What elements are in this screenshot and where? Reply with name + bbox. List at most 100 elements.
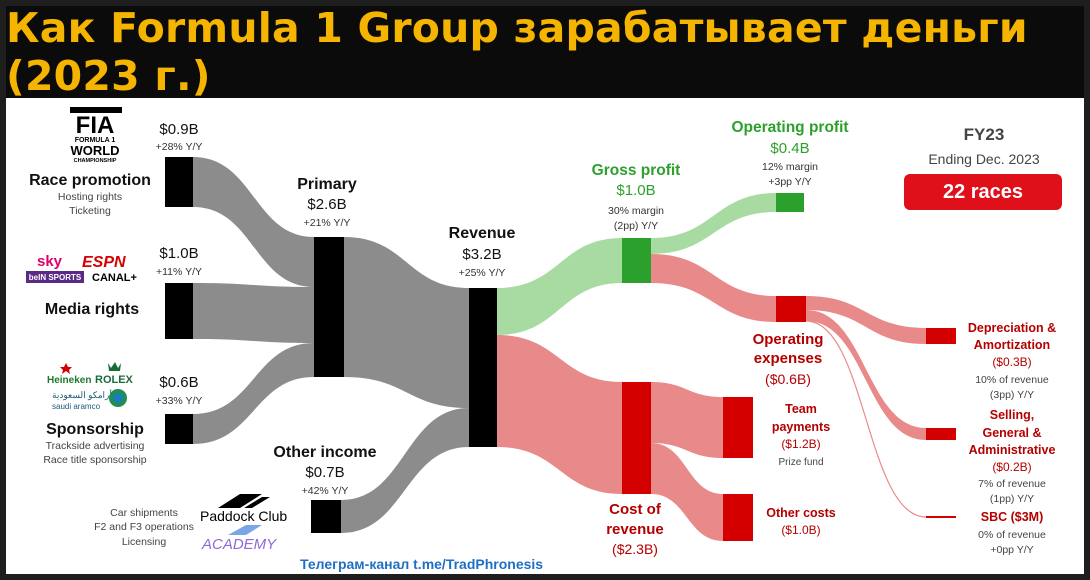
other-income-growth: +42% Y/Y	[302, 485, 349, 497]
other-income-sub1: Car shipments	[110, 507, 178, 519]
flow-sponsorship-primary	[193, 343, 314, 444]
node-operating-profit	[776, 193, 804, 212]
fy-ending: Ending Dec. 2023	[928, 151, 1040, 167]
labels: $0.9B +28% Y/Y Race promotion Hosting ri…	[29, 119, 1056, 557]
heineken-star-icon	[60, 363, 72, 374]
gross-profit-margin: 30% margin	[608, 205, 664, 217]
nodes	[165, 157, 956, 541]
cost-of-revenue-name1: Cost of	[609, 501, 662, 518]
gross-profit-value: $1.0B	[616, 182, 655, 199]
sponsorship-name: Sponsorship	[46, 421, 144, 438]
flow-race-promotion-primary	[193, 157, 314, 287]
flow-media-rights-primary	[193, 283, 314, 343]
node-revenue	[469, 288, 497, 447]
rolex-crown-icon	[108, 362, 121, 371]
da-name2: Amortization	[974, 338, 1050, 352]
other-costs-value: ($1.0B)	[781, 523, 820, 537]
aramco-logo-ar: أرامكو السعودية	[52, 388, 112, 401]
rolex-logo: ROLEX	[95, 374, 134, 386]
operating-expenses-name1: Operating	[753, 331, 824, 348]
node-team-payments	[723, 397, 753, 458]
paddock-club-logo: Paddock Club	[200, 508, 287, 524]
fia-logo-champ: CHAMPIONSHIP	[74, 158, 117, 164]
flow-opex-sbc	[805, 320, 927, 518]
da-pct: 10% of revenue	[975, 374, 1049, 386]
flow-cost-other-costs	[651, 443, 723, 541]
other-income-sub2: F2 and F3 operations	[94, 521, 194, 533]
cost-of-revenue-name2: revenue	[606, 521, 664, 538]
sponsorship-growth: +33% Y/Y	[156, 395, 203, 407]
other-income-value: $0.7B	[305, 464, 344, 481]
media-rights-value: $1.0B	[159, 245, 198, 262]
revenue-value: $3.2B	[462, 246, 501, 263]
operating-profit-margin: 12% margin	[762, 161, 818, 173]
node-other-income	[311, 500, 341, 533]
primary-value: $2.6B	[307, 196, 346, 213]
revenue-name: Revenue	[449, 225, 516, 242]
fy-label: FY23	[964, 125, 1005, 144]
media-rights-name: Media rights	[45, 301, 139, 318]
sky-logo: sky	[37, 253, 63, 270]
gross-profit-name: Gross profit	[592, 162, 681, 179]
flow-opex-da	[806, 296, 926, 344]
media-rights-growth: +11% Y/Y	[156, 266, 202, 278]
node-sbc	[926, 516, 956, 518]
race-promotion-value: $0.9B	[159, 121, 198, 138]
media-logos: sky ESPN beIN SPORTS CANAL+	[26, 253, 137, 284]
other-income-name: Other income	[273, 444, 376, 461]
f1-academy-logo: ACADEMY	[201, 536, 277, 553]
fia-logo-text: FIA	[76, 112, 115, 139]
bein-logo: beIN SPORTS	[29, 273, 82, 282]
cost-of-revenue-value: ($2.3B)	[612, 541, 658, 557]
sponsorship-value: $0.6B	[159, 374, 198, 391]
node-sponsorship	[165, 414, 193, 444]
sga-name2: General &	[982, 426, 1041, 440]
sbc-name: SBC ($3M)	[981, 510, 1044, 524]
flow-revenue-cost-of-revenue	[497, 335, 622, 494]
espn-logo: ESPN	[82, 254, 126, 271]
title-bar: Как Formula 1 Group зарабатывает деньги …	[6, 4, 1084, 100]
sponsorship-sub2: Race title sponsorship	[43, 454, 146, 466]
aramco-logo-en: saudi aramco	[52, 402, 101, 411]
other-income-sub3: Licensing	[122, 536, 167, 548]
operating-profit-value: $0.4B	[770, 140, 809, 157]
node-da	[926, 328, 956, 344]
node-operating-expenses	[776, 296, 806, 322]
da-value: ($0.3B)	[992, 355, 1031, 369]
flow-opex-sga	[806, 310, 926, 440]
other-costs-name: Other costs	[766, 506, 836, 520]
sga-name1: Selling,	[990, 408, 1034, 422]
node-race-promotion	[165, 157, 193, 207]
node-sga	[926, 428, 956, 440]
sga-value: ($0.2B)	[992, 460, 1031, 474]
f1-academy-icon	[228, 525, 262, 535]
flow-revenue-gross-profit	[497, 238, 622, 335]
telegram-link[interactable]: Телеграм-канал t.me/TradPhronesis	[300, 556, 544, 572]
other-income-logos: Paddock Club ACADEMY	[200, 494, 287, 553]
heineken-logo: Heineken	[47, 375, 91, 386]
race-promotion-sub2: Ticketing	[69, 205, 111, 217]
team-payments-value: ($1.2B)	[781, 437, 820, 451]
operating-expenses-name2: expenses	[754, 350, 822, 367]
operating-profit-name: Operating profit	[731, 119, 848, 136]
flows	[193, 157, 927, 541]
sbc-change: +0pp Y/Y	[990, 544, 1033, 556]
node-media-rights	[165, 283, 193, 339]
flow-gross-profit-operating-profit	[651, 193, 776, 254]
sga-change: (1pp) Y/Y	[990, 493, 1034, 505]
node-primary	[314, 237, 344, 377]
flow-gross-profit-operating-expenses	[651, 254, 776, 322]
team-payments-name2: payments	[772, 420, 830, 434]
revenue-growth: +25% Y/Y	[459, 267, 506, 279]
race-promotion-growth: +28% Y/Y	[156, 141, 203, 153]
sponsorship-sub1: Trackside advertising	[46, 440, 145, 452]
flow-cost-team-payments	[651, 382, 723, 458]
operating-profit-change: +3pp Y/Y	[768, 176, 811, 188]
race-promotion-sub1: Hosting rights	[58, 191, 122, 203]
team-payments-note: Prize fund	[778, 457, 823, 468]
sbc-pct: 0% of revenue	[978, 529, 1046, 541]
fia-logo: FIA FORMULA 1 WORLD CHAMPIONSHIP	[70, 107, 122, 164]
flow-other-income-revenue	[341, 408, 469, 533]
